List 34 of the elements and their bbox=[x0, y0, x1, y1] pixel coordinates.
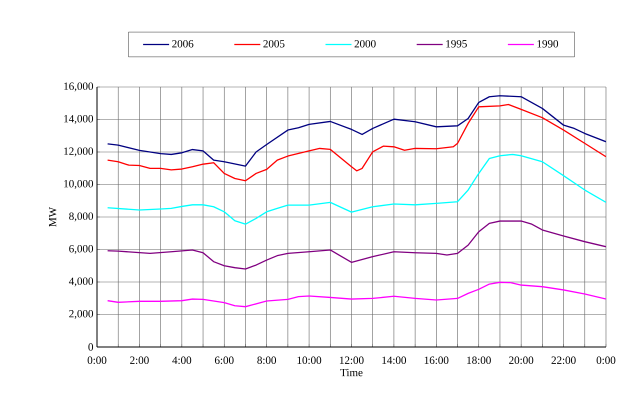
line-series bbox=[106, 282, 606, 308]
x-tick-label: 2:00 bbox=[130, 356, 149, 364]
y-tick-label: 4,000 bbox=[68, 277, 94, 286]
y-tick-label: 0 bbox=[88, 343, 94, 351]
x-tick-label: 10:00 bbox=[298, 356, 322, 364]
y-tick-label: 8,000 bbox=[69, 212, 94, 222]
x-tick-label: 20:00 bbox=[509, 356, 534, 364]
x-tick-label: 6:00 bbox=[214, 356, 234, 364]
legend-label: 2006 bbox=[172, 40, 194, 48]
y-tick-label: 16,000 bbox=[64, 82, 94, 92]
x-tick-label: 4:00 bbox=[172, 356, 192, 364]
x-tick-label: 14:00 bbox=[382, 356, 406, 364]
x-tick-label: 22:00 bbox=[552, 356, 576, 364]
x-tick-label: 8:00 bbox=[257, 356, 276, 364]
x-tick-label: 16:00 bbox=[424, 356, 448, 364]
legend-label: 1990 bbox=[537, 40, 558, 48]
legend-label: 2005 bbox=[263, 40, 284, 48]
y-tick-label: 12,000 bbox=[64, 147, 94, 156]
legend-label: 2000 bbox=[354, 40, 376, 48]
x-tick-label: 0:00 bbox=[596, 356, 616, 364]
y-tick-label: 14,000 bbox=[64, 114, 94, 124]
y-tick-label: 10,000 bbox=[64, 180, 94, 189]
line-series bbox=[106, 154, 606, 225]
y-tick-label: 2,000 bbox=[69, 310, 94, 319]
x-axis-title: Time bbox=[340, 368, 363, 376]
x-tick-label: 12:00 bbox=[340, 356, 364, 364]
legend-label: 1995 bbox=[446, 40, 467, 48]
line-series bbox=[106, 104, 606, 182]
y-axis-title: MW bbox=[48, 206, 56, 227]
line-series bbox=[106, 220, 606, 270]
x-tick-label: 18:00 bbox=[467, 356, 491, 364]
y-tick-label: 6,000 bbox=[69, 244, 94, 254]
x-tick-label: 0:00 bbox=[88, 356, 106, 364]
line-series bbox=[106, 95, 606, 167]
